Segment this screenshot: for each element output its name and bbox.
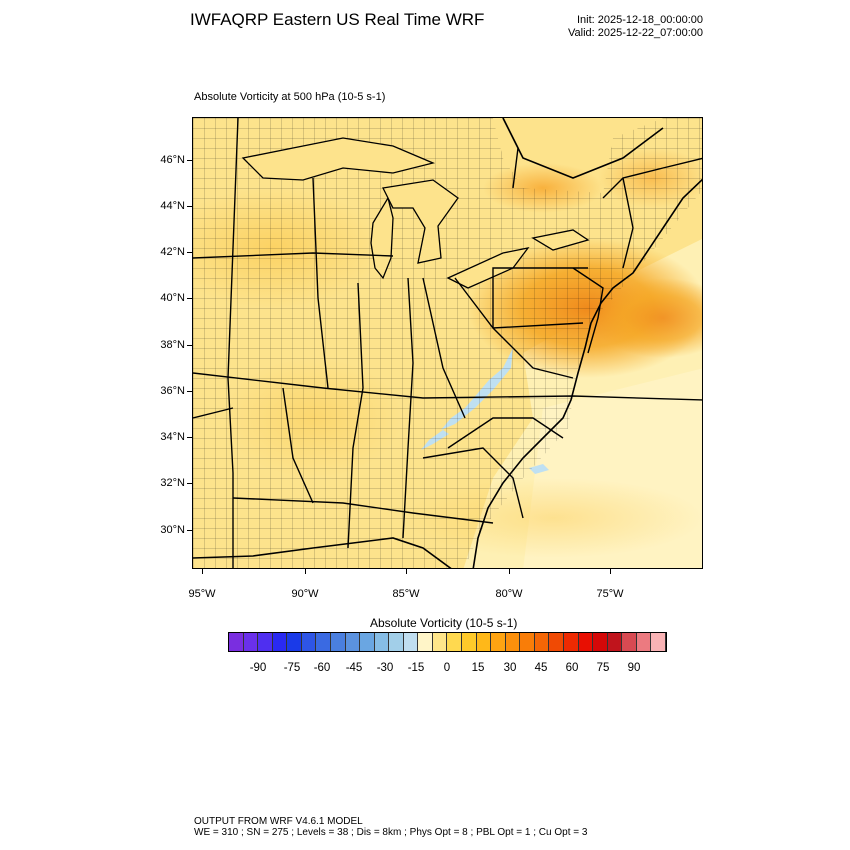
lat-label-36: 36°N [160, 385, 185, 397]
colorbar-swatch [418, 633, 433, 651]
field-title: Absolute Vorticity at 500 hPa (10-5 s-1) [194, 91, 386, 103]
lat-tick [187, 437, 192, 438]
lat-label-42: 42°N [160, 246, 185, 258]
colorbar-swatch [243, 633, 259, 651]
chart-title: IWFAQRP Eastern US Real Time WRF [190, 10, 485, 29]
colorbar-label: -15 [407, 662, 425, 674]
colorbar-swatch [636, 633, 652, 651]
colorbar-swatch [622, 633, 637, 651]
lat-label-30: 30°N [160, 524, 185, 536]
init-time: Init: 2025-12-18_00:00:00 [577, 14, 703, 26]
colorbar-swatch [345, 633, 361, 651]
colorbar-swatch [549, 633, 564, 651]
lat-tick [187, 483, 192, 484]
colorbar-swatch [374, 633, 390, 651]
lon-label-80: 80°W [495, 588, 523, 600]
vorticity-map [192, 117, 703, 569]
colorbar-label: 60 [565, 662, 579, 674]
lon-tick [202, 569, 203, 574]
colorbar-swatch [432, 633, 448, 651]
colorbar-label: 30 [503, 662, 517, 674]
colorbar-title: Absolute Vorticity (10-5 s-1) [370, 616, 518, 630]
colorbar-swatch [505, 633, 521, 651]
lon-label-75: 75°W [596, 588, 624, 600]
lat-tick [187, 252, 192, 253]
colorbar-label: 75 [596, 662, 610, 674]
colorbar-swatch [651, 633, 666, 651]
colorbar-swatch [447, 633, 462, 651]
lat-tick [187, 206, 192, 207]
colorbar-label: 15 [471, 662, 485, 674]
lon-label-90: 90°W [291, 588, 319, 600]
lat-tick [187, 345, 192, 346]
lon-tick [610, 569, 611, 574]
lat-tick [187, 298, 192, 299]
lon-label-95: 95°W [188, 588, 216, 600]
colorbar-label: 90 [627, 662, 641, 674]
colorbar-label: -45 [345, 662, 363, 674]
colorbar-swatch [272, 633, 288, 651]
footer-model: OUTPUT FROM WRF V4.6.1 MODEL [194, 816, 363, 827]
colorbar-swatch [316, 633, 331, 651]
colorbar-label: -90 [249, 662, 267, 674]
lon-tick [305, 569, 306, 574]
footer-config: WE = 310 ; SN = 275 ; Levels = 38 ; Dis … [194, 827, 588, 838]
colorbar [228, 632, 667, 652]
lat-label-34: 34°N [160, 431, 185, 443]
colorbar-swatch [520, 633, 535, 651]
lat-tick [187, 530, 192, 531]
colorbar-swatch [593, 633, 608, 651]
colorbar-label: -60 [313, 662, 331, 674]
lat-label-44: 44°N [160, 200, 185, 212]
colorbar-swatch [360, 633, 375, 651]
colorbar-swatch [563, 633, 579, 651]
colorbar-swatch [229, 633, 244, 651]
lat-label-46: 46°N [160, 154, 185, 166]
lat-label-38: 38°N [160, 339, 185, 351]
colorbar-swatch [330, 633, 346, 651]
valid-time: Valid: 2025-12-22_07:00:00 [568, 27, 703, 39]
colorbar-swatch [607, 633, 623, 651]
lat-label-40: 40°N [160, 292, 185, 304]
colorbar-label: 45 [534, 662, 548, 674]
colorbar-swatch [403, 633, 419, 651]
colorbar-swatch [258, 633, 273, 651]
colorbar-swatch [389, 633, 404, 651]
lat-label-32: 32°N [160, 477, 185, 489]
colorbar-label: -30 [376, 662, 394, 674]
colorbar-swatch [301, 633, 317, 651]
colorbar-swatch [534, 633, 550, 651]
lon-tick [406, 569, 407, 574]
map-svg [193, 118, 702, 568]
colorbar-swatch [578, 633, 594, 651]
lon-tick [509, 569, 510, 574]
colorbar-swatch [476, 633, 492, 651]
colorbar-swatch [287, 633, 302, 651]
lon-label-85: 85°W [392, 588, 420, 600]
colorbar-label: 0 [443, 662, 451, 674]
colorbar-label: -75 [283, 662, 301, 674]
colorbar-swatch [462, 633, 477, 651]
lat-tick [187, 391, 192, 392]
colorbar-swatch [491, 633, 506, 651]
lat-tick [187, 160, 192, 161]
